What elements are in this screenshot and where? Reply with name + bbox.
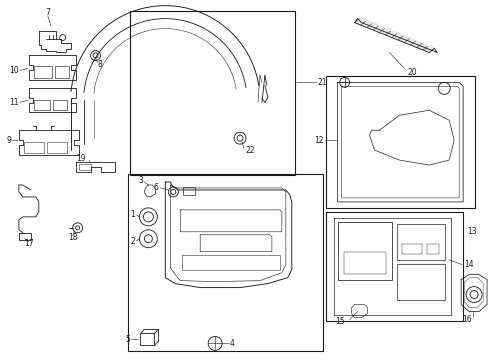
Text: 2: 2	[130, 237, 135, 246]
Bar	[183, 187, 195, 195]
Bar	[397, 264, 444, 300]
Text: 22: 22	[245, 145, 255, 154]
Bar	[55, 67, 68, 78]
Bar	[53, 100, 66, 110]
Bar	[47, 142, 66, 153]
Bar	[402, 244, 422, 254]
Text: 13: 13	[466, 227, 476, 236]
Text: 20: 20	[407, 68, 416, 77]
Text: 6: 6	[153, 184, 158, 193]
Bar	[337, 222, 392, 280]
Text: 18: 18	[68, 233, 77, 242]
Text: 21: 21	[317, 78, 326, 87]
Text: 1: 1	[130, 210, 135, 219]
Bar	[325, 212, 462, 321]
Bar	[427, 244, 438, 254]
Text: 4: 4	[229, 339, 234, 348]
Text: 3: 3	[138, 176, 143, 185]
Text: 12: 12	[314, 136, 323, 145]
Bar	[34, 67, 52, 78]
Bar	[325, 76, 474, 208]
Bar	[140, 333, 154, 345]
Bar	[397, 224, 444, 260]
Text: 16: 16	[461, 315, 471, 324]
Bar	[19, 233, 31, 240]
Bar	[24, 142, 44, 153]
Bar	[343, 252, 386, 274]
Text: 8: 8	[98, 60, 102, 69]
Bar	[79, 164, 90, 170]
Text: 5: 5	[125, 335, 130, 344]
Text: 19: 19	[76, 154, 85, 163]
Text: 14: 14	[463, 260, 473, 269]
Text: 15: 15	[334, 317, 344, 326]
Bar	[34, 100, 50, 110]
Text: 9: 9	[6, 136, 11, 145]
Text: 10: 10	[9, 66, 19, 75]
Text: 7: 7	[45, 8, 50, 17]
Polygon shape	[354, 17, 433, 53]
Text: 11: 11	[9, 98, 19, 107]
Bar	[130, 11, 294, 175]
Text: 17: 17	[24, 239, 34, 248]
Bar	[128, 174, 322, 351]
